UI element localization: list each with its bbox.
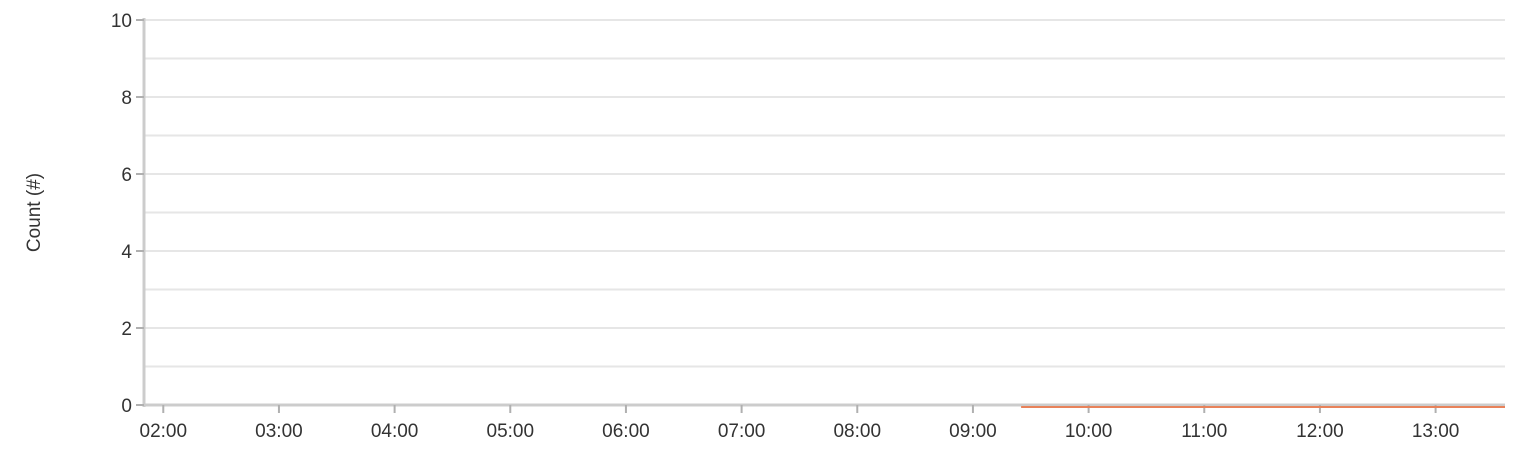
y-axis-ticks: 0 2 4 6 8 10 xyxy=(111,11,144,417)
x-tick-label: 12:00 xyxy=(1296,421,1344,442)
x-tick-label: 11:00 xyxy=(1181,421,1227,442)
x-tick-label: 04:00 xyxy=(371,421,419,442)
grid-lines xyxy=(144,19,1505,368)
y-axis-title: Count (#) xyxy=(24,173,45,252)
x-tick-label: 10:00 xyxy=(1065,421,1113,442)
x-tick-label: 08:00 xyxy=(833,421,881,442)
y-tick-label: 10 xyxy=(111,11,132,32)
x-tick-label: 02:00 xyxy=(140,421,188,442)
x-tick-label: 13:00 xyxy=(1412,421,1460,442)
y-tick-label: 0 xyxy=(121,396,132,417)
y-tick-label: 4 xyxy=(121,242,132,263)
y-tick-label: 2 xyxy=(121,319,132,340)
x-tick-label: 06:00 xyxy=(602,421,650,442)
x-axis-ticks: 02:00 03:00 04:00 05:00 06:00 07:00 08:00 09:00… xyxy=(140,405,1460,442)
x-tick-label: 05:00 xyxy=(487,421,535,442)
x-tick-label: 09:00 xyxy=(949,421,997,442)
y-tick-label: 8 xyxy=(121,88,132,109)
x-tick-label: 07:00 xyxy=(718,421,766,442)
y-tick-label: 6 xyxy=(121,165,132,186)
axes xyxy=(142,18,1505,407)
x-tick-label: 03:00 xyxy=(255,421,303,442)
